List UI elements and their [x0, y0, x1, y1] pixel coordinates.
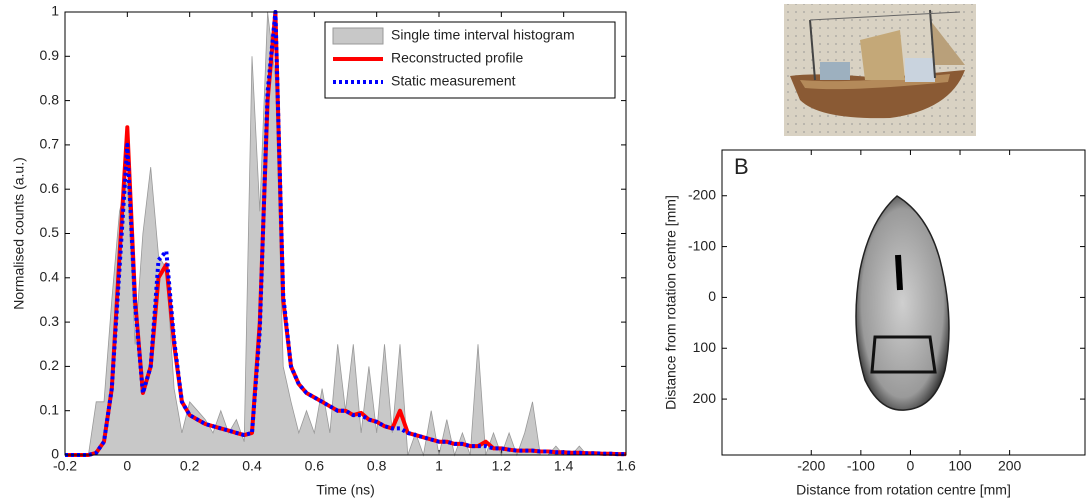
x-tick-label: 1.2 [492, 458, 512, 474]
y-tick-label: 0.4 [40, 269, 60, 285]
axes-box [64, 11, 627, 456]
x-tick-label: -0.2 [53, 458, 77, 474]
y-tick-label: 0.7 [40, 136, 60, 152]
legend-label: Reconstructed profile [391, 50, 524, 66]
x-tick-label: 1.4 [554, 458, 574, 474]
x-tick-label: 1.6 [616, 458, 636, 474]
y-tick-label: 0.5 [40, 224, 60, 240]
x-tick-label: 0.2 [180, 458, 200, 474]
panel-label: B [734, 154, 749, 179]
boat-reconstruction [855, 195, 950, 411]
y-tick-label: 0 [51, 446, 59, 462]
y-tick-label: -100 [688, 237, 716, 253]
y-tick-label: 0 [708, 288, 716, 304]
x-tick-label: 0.4 [242, 458, 262, 474]
y-tick-label: 0.3 [40, 313, 60, 329]
x-tick-label: 1 [435, 458, 443, 474]
series-line [65, 10, 626, 457]
x-tick-label: 200 [998, 458, 1022, 474]
x-tick-label: 0 [123, 458, 131, 474]
y-tick-label: 0.6 [40, 180, 60, 196]
legend-label: Single time interval histogram [391, 27, 575, 43]
x-axis-label: Distance from rotation centre [mm] [796, 482, 1011, 498]
x-tick-label: 0 [907, 458, 915, 474]
y-tick-label: 100 [693, 339, 717, 355]
y-tick-label: 200 [693, 390, 717, 406]
plot-marks [65, 10, 626, 457]
x-tick-label: 0.8 [367, 458, 387, 474]
y-axis-label: Normalised counts (a.u.) [11, 157, 27, 310]
y-tick-label: 0.9 [40, 47, 60, 63]
boat-photo [784, 4, 976, 136]
x-tick-label: 100 [948, 458, 972, 474]
x-tick-label: 0.6 [305, 458, 325, 474]
legend-label: Static measurement [391, 73, 516, 89]
x-tick-label: -100 [847, 458, 875, 474]
y-axis-label: Distance from rotation centre [mm] [663, 195, 679, 410]
y-tick-label: 1 [51, 3, 59, 19]
legend-swatch [332, 27, 384, 45]
y-tick-label: 0.2 [40, 357, 60, 373]
y-tick-label: 0.1 [40, 401, 60, 417]
y-tick-label: 0.8 [40, 91, 60, 107]
x-axis-label: Time (ns) [316, 482, 375, 498]
y-tick-label: -200 [688, 186, 716, 202]
axes-box [721, 149, 1086, 456]
x-tick-label: -200 [797, 458, 825, 474]
